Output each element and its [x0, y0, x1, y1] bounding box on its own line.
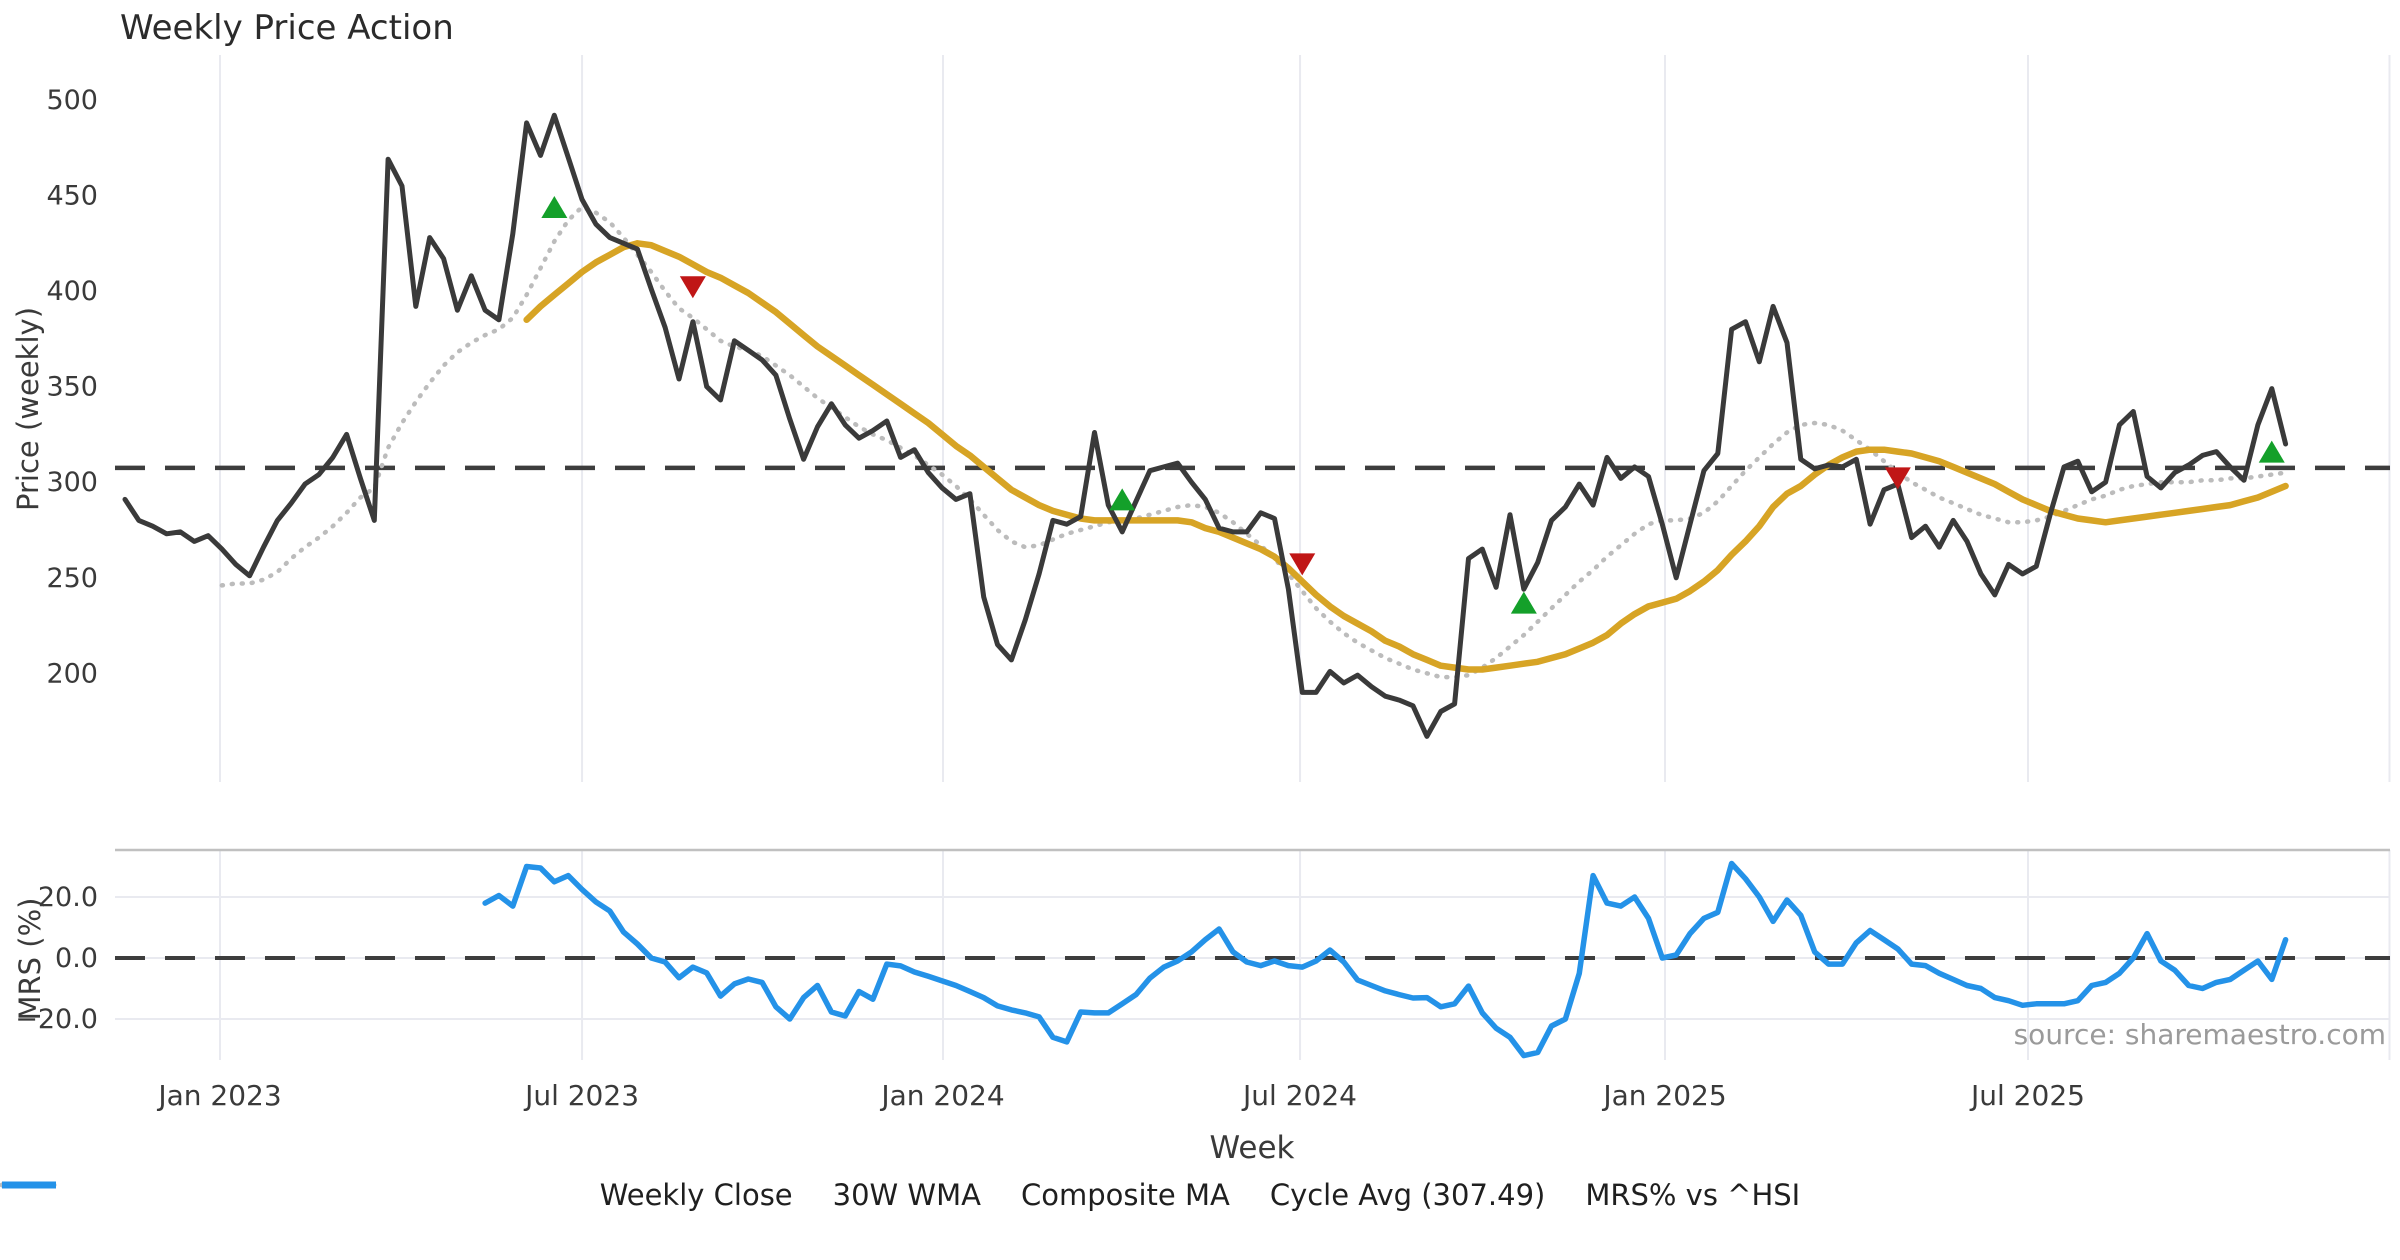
- source-watermark: source: sharemaestro.com: [2013, 1018, 2386, 1051]
- x-axis-label: Week: [1209, 1130, 1295, 1166]
- price-tick-label: 450: [46, 181, 98, 212]
- legend-label: Weekly Close: [599, 1178, 793, 1212]
- buy-marker-icon: [1510, 591, 1537, 614]
- sell-marker-icon: [679, 276, 706, 299]
- price-tick-label: 300: [46, 467, 98, 498]
- x-tick-label: Jan 2025: [1601, 1079, 1726, 1112]
- price-tick-label: 500: [46, 85, 98, 116]
- mrs-tick-label: 20.0: [38, 882, 98, 913]
- legend-item-cycle-avg-307-49: Cycle Avg (307.49): [2, 1178, 1546, 1212]
- legend-item-composite-ma: Composite MA: [0, 1178, 1230, 1212]
- buy-marker-icon: [2258, 440, 2285, 463]
- composite-ma-line: [219, 204, 2288, 680]
- chart-title: Weekly Price Action: [120, 8, 454, 48]
- wma30-line: [523, 240, 2289, 673]
- price-tick-label: 400: [46, 276, 98, 307]
- x-tick-label: Jan 2023: [156, 1079, 281, 1112]
- x-tick-label: Jul 2023: [523, 1079, 639, 1112]
- legend-item-mrs-vs-hsi: MRS% vs ^HSI: [2, 1178, 1801, 1212]
- buy-marker-icon: [1109, 488, 1136, 511]
- weekly-close-line: [122, 112, 2289, 739]
- price-tick-label: 350: [46, 372, 98, 403]
- x-tick-label: Jul 2024: [1241, 1079, 1357, 1112]
- legend-swatch-icon: [2, 1181, 56, 1189]
- legend-label: Cycle Avg (307.49): [1269, 1178, 1546, 1212]
- price-tick-label: 200: [46, 658, 98, 689]
- mrs-tick-label: 0.0: [55, 943, 98, 974]
- legend-label: MRS% vs ^HSI: [1585, 1178, 1801, 1212]
- mrs-tick-label: −20.0: [15, 1004, 98, 1035]
- price-tick-label: 250: [46, 563, 98, 594]
- mrs-line: [482, 860, 2289, 1059]
- legend-label: 30W WMA: [832, 1178, 981, 1212]
- legend-label: Composite MA: [1020, 1178, 1230, 1212]
- legend-item-30w-wma: 30W WMA: [2, 1178, 981, 1212]
- legend-item-weekly-close: Weekly Close: [2, 1178, 793, 1212]
- buy-marker-icon: [541, 196, 568, 219]
- x-tick-label: Jan 2024: [879, 1079, 1004, 1112]
- sell-marker-icon: [1289, 553, 1316, 576]
- x-tick-label: Jul 2025: [1969, 1079, 2085, 1112]
- sell-marker-icon: [1884, 467, 1911, 490]
- chart-legend: Weekly Close 30W WMA Composite MA Cycle Avg…: [0, 1178, 2400, 1212]
